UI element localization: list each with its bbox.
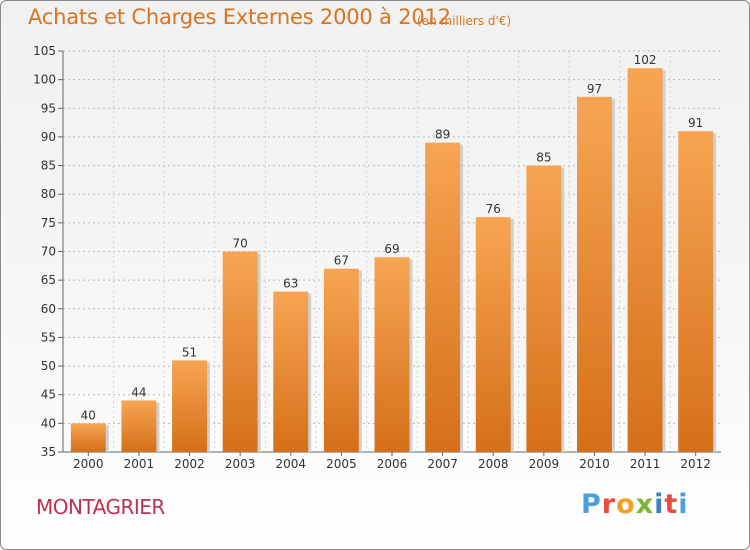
y-tick-label: 85 <box>41 159 56 173</box>
y-tick-label: 35 <box>41 445 56 459</box>
x-tick-label: 2012 <box>680 457 711 471</box>
proxiti-logo: Proxiti <box>581 489 689 520</box>
x-tick-label: 2004 <box>275 457 306 471</box>
value-label: 91 <box>688 116 703 130</box>
bar-2009 <box>526 165 562 453</box>
value-label: 85 <box>536 151 551 165</box>
chart-title: Achats et Charges Externes 2000 à 2012 <box>28 5 451 29</box>
bar-2000 <box>70 423 106 452</box>
value-label: 69 <box>384 242 399 256</box>
chart-subtitle: (en milliers d'€) <box>417 14 512 28</box>
y-tick-label: 70 <box>41 245 56 259</box>
bar-2001 <box>121 400 157 452</box>
x-tick-label: 2003 <box>225 457 256 471</box>
bar-2011 <box>627 68 663 452</box>
x-tick-label: 2010 <box>579 457 610 471</box>
bar-2005 <box>323 268 359 452</box>
value-label: 63 <box>283 277 298 291</box>
value-label: 67 <box>334 254 349 268</box>
x-tick-label: 2000 <box>73 457 104 471</box>
labels: 35 40 45 50 55 60 65 70 75 80 85 90 95 100 105 40 2000 44… <box>33 44 711 471</box>
x-tick-label: 2006 <box>377 457 408 471</box>
bar-2008 <box>475 217 511 452</box>
y-tick-label: 75 <box>41 216 56 230</box>
y-tick-label: 80 <box>41 187 56 201</box>
x-tick-label: 2005 <box>326 457 357 471</box>
y-tick-label: 90 <box>41 130 56 144</box>
y-tick-label: 105 <box>33 44 56 58</box>
location-name: MONTAGRIER <box>36 495 165 519</box>
x-tick-label: 2008 <box>478 457 509 471</box>
grid-lines <box>63 50 721 452</box>
y-tick-label: 45 <box>41 388 56 402</box>
value-label: 40 <box>81 408 96 422</box>
x-tick-label: 2009 <box>529 457 560 471</box>
x-tick-label: 2002 <box>174 457 205 471</box>
y-tick-label: 95 <box>41 101 56 115</box>
value-label: 89 <box>435 128 450 142</box>
value-label: 102 <box>634 53 657 67</box>
y-tick-label: 60 <box>41 302 56 316</box>
bar-2003 <box>222 251 258 452</box>
x-tick-label: 2011 <box>630 457 661 471</box>
y-tick-label: 65 <box>41 273 56 287</box>
bars <box>70 68 717 453</box>
y-tick-label: 100 <box>33 73 56 87</box>
bar-2010 <box>576 96 612 452</box>
x-tick-label: 2001 <box>124 457 155 471</box>
value-label: 51 <box>182 345 197 359</box>
bar-2004 <box>273 291 309 452</box>
y-tick-label: 40 <box>41 416 56 430</box>
y-tick-label: 55 <box>41 330 56 344</box>
bar-2012 <box>678 131 714 452</box>
bar-2007 <box>425 142 461 452</box>
y-tick-label: 50 <box>41 359 56 373</box>
x-tick-label: 2007 <box>427 457 458 471</box>
bar-2002 <box>172 360 208 452</box>
value-label: 70 <box>233 237 248 251</box>
value-label: 44 <box>131 385 146 399</box>
value-label: 97 <box>587 82 602 96</box>
value-label: 76 <box>486 202 501 216</box>
bar-2006 <box>374 257 410 452</box>
